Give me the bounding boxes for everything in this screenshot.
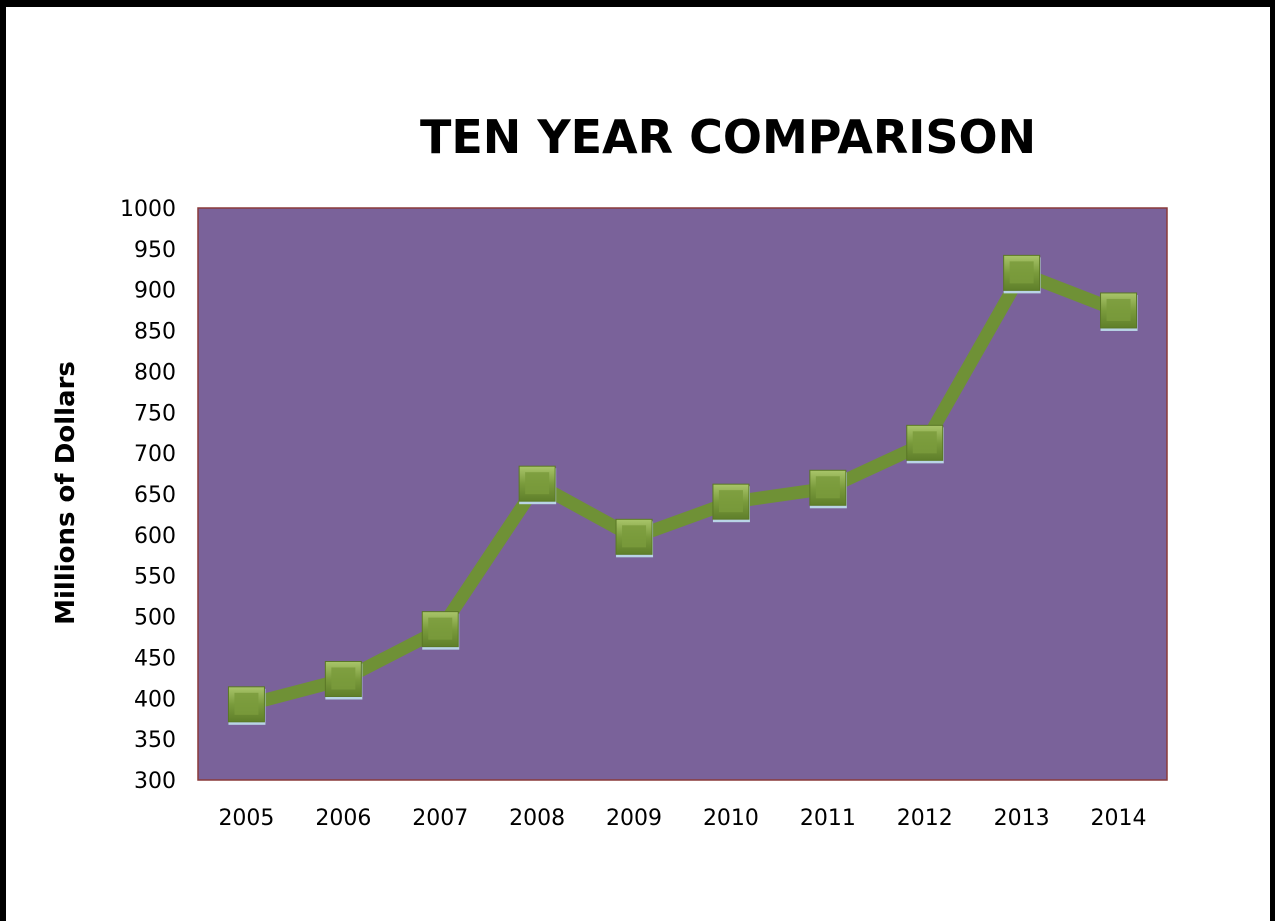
data-point-marker bbox=[227, 686, 266, 725]
y-tick-label: 950 bbox=[134, 238, 176, 263]
x-tick-label: 2010 bbox=[703, 806, 759, 831]
data-point-marker bbox=[615, 518, 654, 558]
y-tick-label: 700 bbox=[134, 442, 176, 467]
x-tick-label: 2014 bbox=[1091, 806, 1147, 831]
data-point-marker bbox=[1100, 292, 1138, 331]
y-tick-label: 900 bbox=[134, 279, 176, 304]
x-tick-label: 2005 bbox=[218, 806, 274, 831]
x-tick-label: 2006 bbox=[315, 806, 371, 831]
y-tick-label: 450 bbox=[134, 646, 176, 671]
series-line bbox=[239, 266, 1126, 712]
y-tick-label: 750 bbox=[134, 401, 176, 426]
y-tick-label: 500 bbox=[134, 606, 176, 631]
data-point-marker bbox=[906, 424, 944, 464]
y-tick-label: 650 bbox=[134, 483, 176, 508]
y-tick-label: 350 bbox=[134, 728, 176, 753]
data-point-marker bbox=[421, 611, 460, 650]
x-axis: 2005 2006 2007 2008 2009 2010 2011 2012 2013 2014 bbox=[218, 806, 1146, 831]
y-tick-label: 1000 bbox=[120, 197, 176, 222]
y-tick-label: 300 bbox=[134, 769, 176, 794]
data-point-marker bbox=[324, 660, 363, 700]
x-tick-label: 2009 bbox=[606, 806, 662, 831]
x-tick-label: 2013 bbox=[994, 806, 1050, 831]
x-tick-label: 2008 bbox=[509, 806, 565, 831]
y-axis: 1000 950 900 850 800 750 700 650 600 550 500 450 400… bbox=[120, 197, 176, 794]
data-point-marker bbox=[712, 483, 750, 523]
y-tick-label: 550 bbox=[134, 565, 176, 590]
data-point-marker bbox=[809, 469, 847, 509]
y-tick-label: 600 bbox=[134, 524, 176, 549]
y-tick-label: 850 bbox=[134, 320, 176, 345]
y-tick-label: 800 bbox=[134, 360, 176, 385]
x-tick-label: 2011 bbox=[800, 806, 856, 831]
marker-layer bbox=[227, 254, 1138, 725]
data-point-marker bbox=[518, 465, 557, 505]
x-tick-label: 2007 bbox=[412, 806, 468, 831]
series-layer bbox=[239, 266, 1126, 712]
y-tick-label: 400 bbox=[134, 687, 176, 712]
x-tick-label: 2012 bbox=[897, 806, 953, 831]
data-point-marker bbox=[1003, 254, 1041, 294]
chart-title: TEN YEAR COMPARISON bbox=[420, 110, 1037, 164]
